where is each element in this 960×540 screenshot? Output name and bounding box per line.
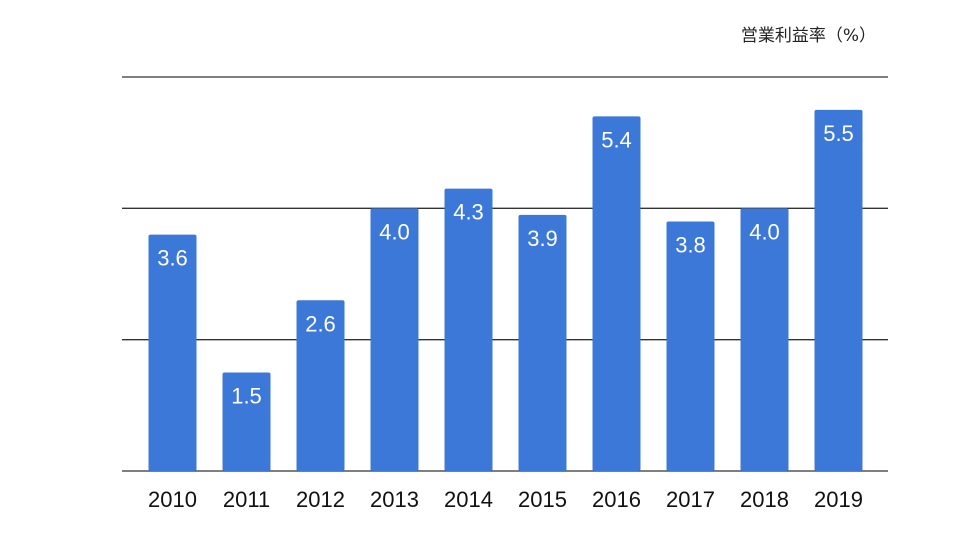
data-label-2012: 2.6 [305,311,336,336]
bar-2017 [666,221,715,471]
x-tick-label-2011: 2011 [223,487,270,512]
x-tick-label-2010: 2010 [148,487,197,512]
bar-2014 [444,188,493,471]
x-tick-label-2015: 2015 [518,487,567,512]
x-tick-label-2017: 2017 [666,487,715,512]
bar-2018 [740,208,789,472]
bar-2012 [296,300,345,471]
data-label-2017: 3.8 [675,232,706,257]
bars: 3.6 1.5 2.6 4.0 4.3 3.9 5.4 3.8 4.0 5.5 [148,109,863,472]
data-label-2016: 5.4 [601,127,632,152]
bar-2011 [222,372,271,471]
data-label-2015: 3.9 [527,226,558,251]
bar-2013 [370,208,419,472]
chart-title: 営業利益率（%） [741,26,876,46]
data-label-2011: 1.5 [231,384,262,409]
data-label-2013: 4.0 [379,219,410,244]
bar-2010 [148,234,197,471]
bar-2019 [814,109,863,471]
data-label-2019: 5.5 [823,121,854,146]
data-label-2010: 3.6 [157,246,188,271]
x-tick-label-2014: 2014 [444,487,493,512]
data-label-2014: 4.3 [453,200,484,225]
bar-2016 [592,116,641,472]
x-tick-label-2013: 2013 [370,487,419,512]
x-tick-label-2018: 2018 [740,487,789,512]
x-tick-label-2012: 2012 [296,487,345,512]
x-axis-tick-labels: 2010 2011 2012 2013 2014 2015 2016 2017 2018 2019 [148,487,863,512]
data-label-2018: 4.0 [749,219,780,244]
x-tick-label-2016: 2016 [592,487,641,512]
x-tick-label-2019: 2019 [814,487,863,512]
bar-2015 [518,214,567,471]
